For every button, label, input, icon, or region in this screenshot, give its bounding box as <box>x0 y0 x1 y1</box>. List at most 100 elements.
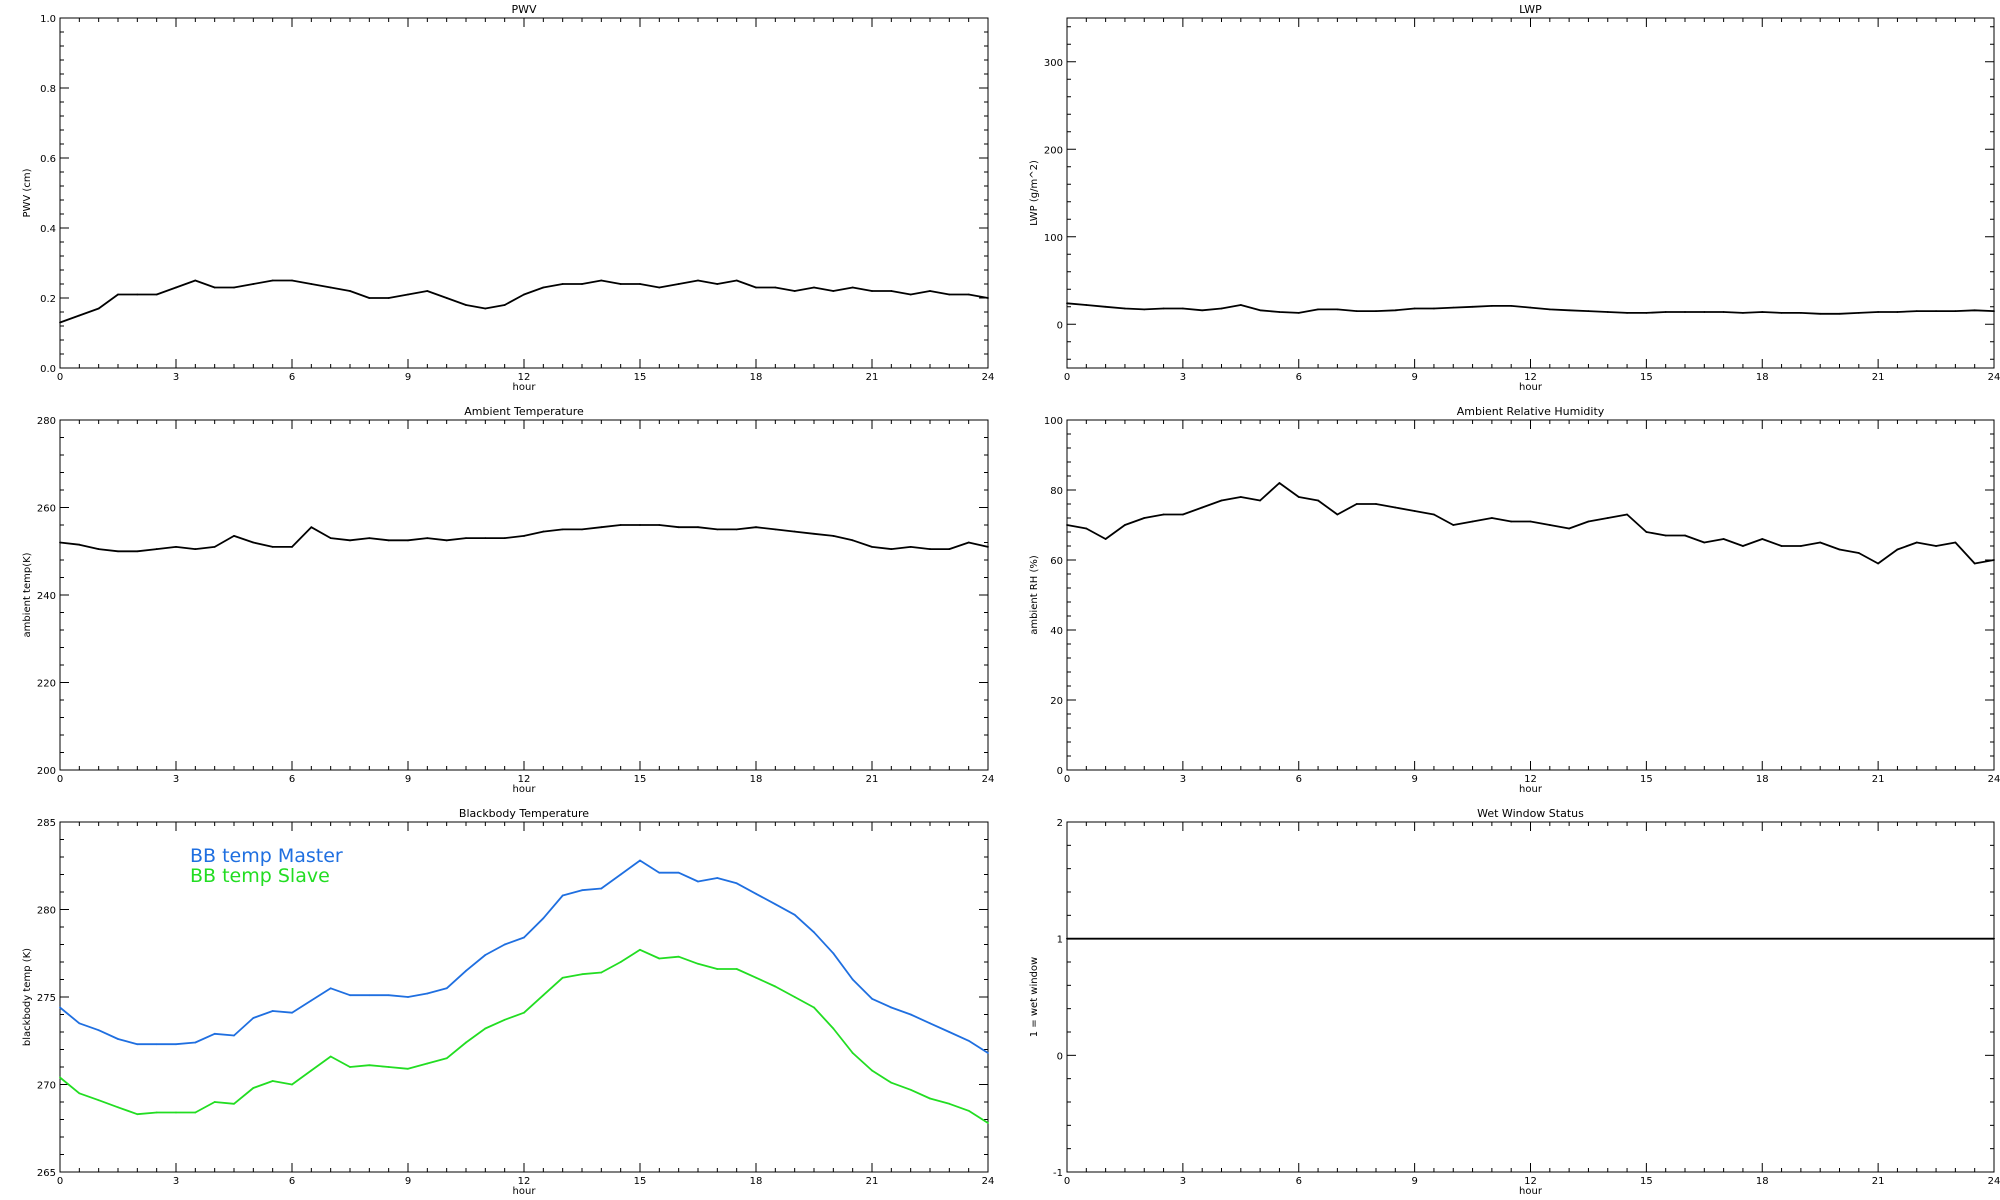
data-point <box>155 293 158 296</box>
y-axis-label: PWV (cm) <box>22 168 33 217</box>
data-point <box>155 1043 158 1046</box>
data-point <box>1220 307 1223 310</box>
data-point <box>755 892 757 895</box>
data-point <box>1645 531 1648 533</box>
data-point <box>735 279 738 282</box>
data-point <box>832 1027 835 1030</box>
y-tick-label: 300 <box>1044 58 1063 69</box>
data-point <box>426 992 429 995</box>
series-line-0 <box>59 279 989 324</box>
data-point <box>677 283 680 285</box>
data-point <box>1664 534 1667 537</box>
x-tick-label: 0 <box>1064 774 1070 785</box>
data-point <box>639 948 641 951</box>
data-point <box>407 539 409 542</box>
chart-panel-3: Ambient Relative Humidity 0 3 6 9 12 15 18 21 24 h… <box>1029 405 2000 795</box>
x-tick-label: 21 <box>866 372 879 383</box>
data-point <box>1413 307 1416 310</box>
data-point <box>1085 304 1088 306</box>
data-point <box>1742 545 1744 547</box>
data-point <box>1355 310 1358 313</box>
data-point <box>1510 304 1513 307</box>
data-point <box>716 877 719 879</box>
data-point <box>1394 309 1397 312</box>
data-point <box>175 286 177 289</box>
data-point <box>948 548 951 550</box>
data-point <box>136 1043 139 1046</box>
y-tick-label: 280 <box>37 416 56 427</box>
data-point <box>59 1076 61 1079</box>
x-tick-label: 9 <box>405 372 411 383</box>
data-point <box>813 286 815 289</box>
data-point <box>1278 482 1281 484</box>
x-tick-label: 21 <box>1872 372 1885 383</box>
data-point <box>271 545 274 548</box>
y-axis-label: blackbody temp (K) <box>22 948 33 1046</box>
x-tick-label: 15 <box>634 1176 647 1187</box>
data-point <box>1703 311 1706 313</box>
data-point <box>1297 496 1300 498</box>
y-tick-label: 40 <box>1050 626 1063 637</box>
data-point <box>581 889 583 892</box>
data-point <box>310 999 313 1002</box>
data-point <box>1857 552 1860 554</box>
data-point <box>484 954 487 956</box>
data-point <box>871 290 873 292</box>
plot-frame <box>59 419 989 771</box>
data-point <box>233 286 235 289</box>
data-point <box>175 545 177 548</box>
x-tick-label: 21 <box>1872 1176 1885 1187</box>
x-tick-label: 3 <box>1180 1176 1186 1187</box>
data-point <box>1143 517 1146 519</box>
data-point <box>1394 506 1397 509</box>
x-axis-label: hour <box>513 1186 537 1197</box>
data-point <box>155 1111 158 1114</box>
data-point <box>1085 527 1088 530</box>
x-tick-label: 21 <box>866 774 879 785</box>
data-point <box>1664 311 1667 313</box>
chart-title: LWP <box>1519 3 1542 16</box>
data-point <box>909 545 912 548</box>
data-point <box>1568 309 1571 312</box>
data-point <box>329 987 332 990</box>
x-tick-label: 12 <box>1524 774 1537 785</box>
y-tick-label: 0 <box>1057 1051 1063 1062</box>
data-point <box>1819 312 1822 315</box>
data-point <box>291 545 293 548</box>
data-point <box>1877 562 1880 565</box>
data-point <box>967 1109 970 1112</box>
legend-entry: BB temp Master <box>190 845 343 867</box>
data-point <box>484 537 487 540</box>
x-tick-label: 9 <box>1411 1176 1417 1187</box>
y-tick-label: 0 <box>1057 320 1063 331</box>
data-point <box>1124 307 1126 310</box>
y-axis-label: ambient temp(K) <box>22 552 33 637</box>
data-point <box>310 526 313 529</box>
y-tick-label: 20 <box>1050 696 1063 707</box>
x-tick-label: 3 <box>173 1176 179 1187</box>
data-point <box>349 539 351 542</box>
data-point <box>503 1018 506 1021</box>
data-point <box>948 293 951 296</box>
y-tick-label: 0.0 <box>40 364 56 375</box>
y-tick-label: 280 <box>37 906 56 917</box>
data-point <box>1336 513 1339 516</box>
data-point <box>1317 499 1319 502</box>
data-point <box>987 545 989 548</box>
data-point <box>581 528 583 531</box>
x-tick-label: 6 <box>289 1176 295 1187</box>
data-point <box>716 528 719 531</box>
series-line-0 <box>59 524 989 553</box>
y-tick-label: 60 <box>1050 556 1063 567</box>
data-point <box>1780 311 1783 314</box>
y-axis-label: LWP (g/m^2) <box>1029 160 1040 226</box>
series-line-bb-temp-slave <box>59 948 989 1124</box>
data-point <box>1548 308 1551 311</box>
data-point <box>967 541 970 544</box>
data-point <box>677 955 680 958</box>
data-point <box>213 545 216 548</box>
data-point <box>1819 541 1822 544</box>
x-tick-label: 24 <box>1988 372 2000 383</box>
data-point <box>1336 308 1339 311</box>
data-point <box>561 528 564 531</box>
